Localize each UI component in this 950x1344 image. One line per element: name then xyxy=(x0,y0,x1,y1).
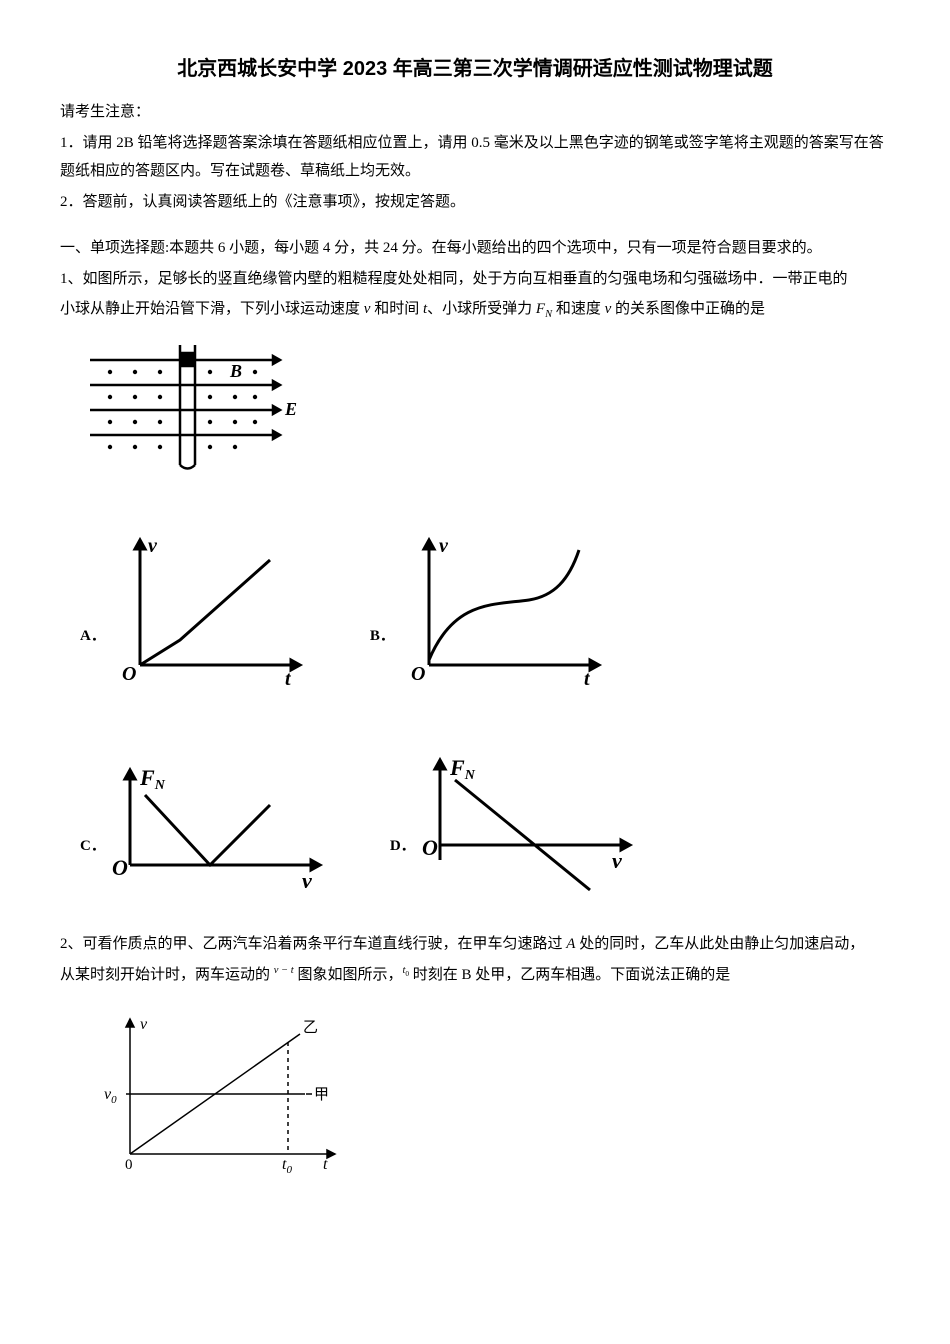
options-row-1: A． v O t B． xyxy=(80,510,890,690)
q1-line2: 小球从静止开始沿管下滑，下列小球运动速度 v 和时间 t、小球所受弹力 FN 和… xyxy=(60,295,890,325)
notice-1: 1．请用 2B 铅笔将选择题答案涂填在答题纸相应位置上，请用 0.5 毫米及以上… xyxy=(60,129,890,186)
svg-text:t0: t0 xyxy=(282,1156,292,1174)
q2-line2: 从某时刻开始计时，两车运动的 v − t 图象如图所示，t0 时刻在 B 处甲，… xyxy=(60,961,890,990)
svg-text:甲: 甲 xyxy=(314,1087,329,1103)
svg-text:0: 0 xyxy=(125,1157,133,1173)
svg-text:O: O xyxy=(422,835,438,860)
e-label: E xyxy=(284,399,297,419)
q1-post: 的关系图像中正确的是 xyxy=(611,301,765,317)
option-b-label: B． xyxy=(370,510,395,690)
b-label: B xyxy=(229,361,242,381)
svg-text:乙: 乙 xyxy=(303,1020,318,1036)
q1-mid3: 和速度 xyxy=(552,301,605,317)
svg-text:O: O xyxy=(122,663,136,685)
q1-mid2: 、小球所受弹力 xyxy=(427,301,536,317)
graph-d: FN O v xyxy=(420,750,640,900)
svg-text:v: v xyxy=(148,535,158,557)
svg-text:v: v xyxy=(140,1016,148,1033)
option-d-label: D． xyxy=(390,720,416,900)
svg-text:v: v xyxy=(612,848,622,873)
options-row-2: C． FN O v D． FN xyxy=(80,720,890,900)
svg-text:t: t xyxy=(323,1156,328,1173)
q1-pre: 小球从静止开始沿管下滑，下列小球运动速度 xyxy=(60,301,364,317)
q2-line1: 2、可看作质点的甲、乙两汽车沿着两条平行车道直线行驶，在甲车匀速路过 A 处的同… xyxy=(60,930,890,959)
q1-mid1: 和时间 xyxy=(370,301,423,317)
svg-text:v: v xyxy=(302,868,312,893)
graph-a: v O t xyxy=(110,530,310,690)
page-title: 北京西城长安中学 2023 年高三第三次学情调研适应性测试物理试题 xyxy=(60,50,890,88)
notice-heading: 请考生注意： xyxy=(60,98,890,127)
svg-text:O: O xyxy=(411,663,425,685)
q1-fn-sym: FN xyxy=(536,301,552,317)
option-a-label: A． xyxy=(80,510,106,690)
field-diagram: B E xyxy=(80,335,890,486)
svg-text:O: O xyxy=(112,855,128,880)
svg-text:v0: v0 xyxy=(104,1086,117,1106)
svg-text:v: v xyxy=(439,535,449,557)
option-c-label: C． xyxy=(80,720,106,900)
graph-b: v O t xyxy=(399,530,609,690)
svg-text:FN: FN xyxy=(139,765,166,793)
q1-line1: 1、如图所示，足够长的竖直绝缘管内壁的粗糙程度处处相同，处于方向互相垂直的匀强电… xyxy=(60,265,890,294)
svg-text:FN: FN xyxy=(449,755,476,783)
vt-graph: v v0 0 t0 t 乙 甲 xyxy=(90,1004,890,1185)
graph-c: FN O v xyxy=(110,760,330,900)
notice-2: 2．答题前，认真阅读答题纸上的《注意事项》，按规定答题。 xyxy=(60,188,890,217)
section-1-heading: 一、单项选择题:本题共 6 小题，每小题 4 分，共 24 分。在每小题给出的四… xyxy=(60,234,890,263)
